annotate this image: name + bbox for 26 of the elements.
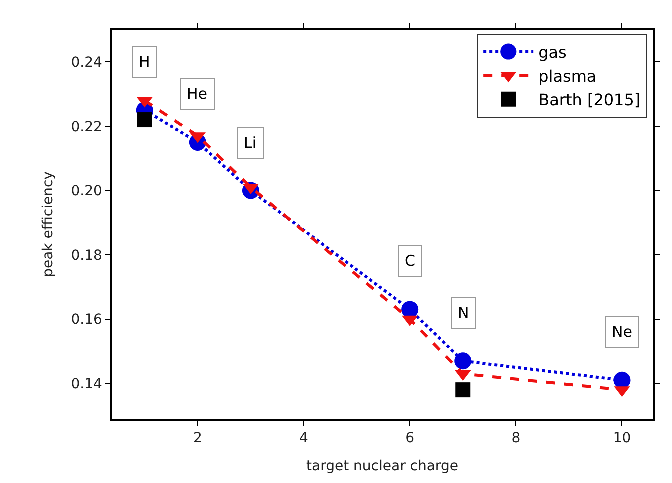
y-tick-label: 0.16 — [71, 312, 103, 328]
legend-label: plasma — [538, 66, 597, 86]
point — [614, 372, 631, 389]
y-tick-label: 0.18 — [71, 248, 102, 264]
annotation: Li — [244, 134, 257, 152]
annotation: C — [405, 252, 416, 270]
y-tick-label: 0.20 — [71, 184, 102, 200]
x-tick-label: 8 — [512, 430, 521, 447]
annotation: Ne — [612, 323, 632, 341]
annotation: N — [458, 304, 470, 322]
point — [454, 352, 472, 370]
point — [456, 382, 471, 398]
y-tick-label: 0.24 — [71, 55, 103, 72]
legend-label: gas — [538, 43, 567, 62]
x-tick-label: 6 — [406, 430, 415, 447]
legend-label: Barth [2015] — [538, 90, 641, 110]
y-tick-label: 0.22 — [71, 119, 102, 136]
annotation: H — [139, 53, 150, 71]
x-tick-label: 2 — [193, 430, 202, 447]
point — [137, 112, 152, 128]
y-axis-title: peak efficiency — [40, 172, 56, 278]
x-axis-title: target nuclear charge — [306, 458, 458, 474]
annotation: He — [187, 85, 208, 103]
x-tick-label: 10 — [613, 430, 632, 447]
y-tick-label: 0.14 — [71, 376, 103, 393]
x-tick-label: 4 — [300, 430, 309, 447]
